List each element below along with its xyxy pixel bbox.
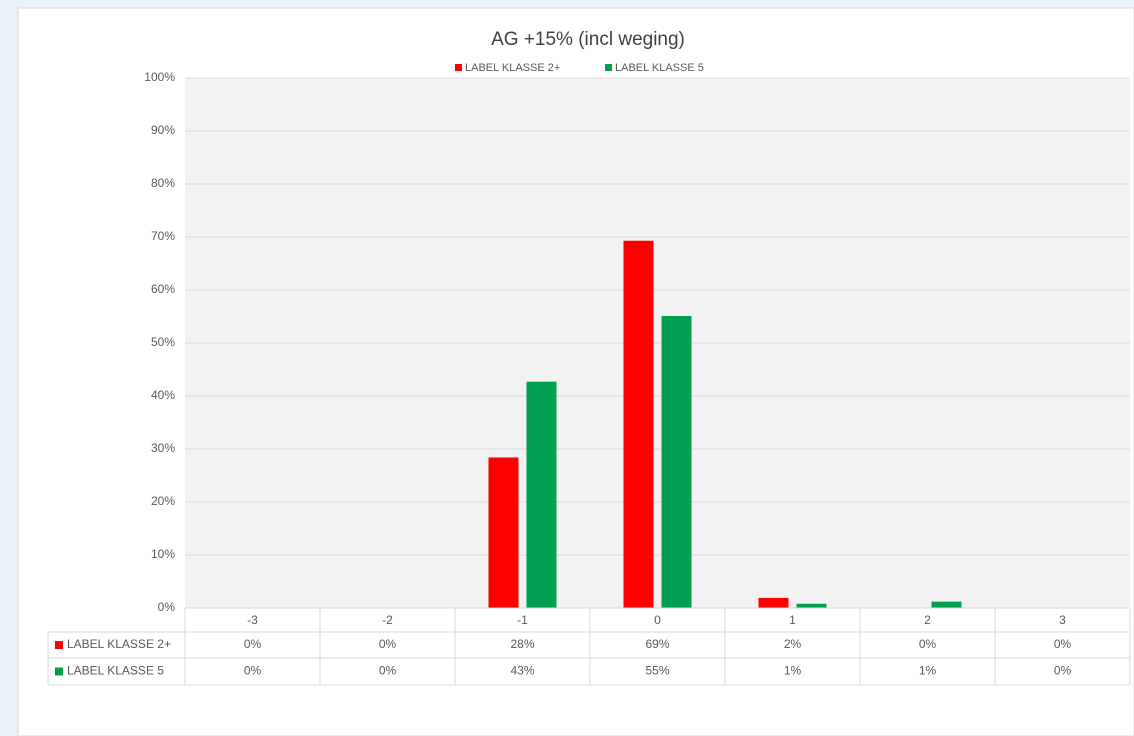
table-value: 0% [1054, 637, 1072, 651]
bar [488, 457, 519, 608]
x-tick-label: 2 [924, 613, 931, 627]
x-tick-label: 3 [1059, 613, 1066, 627]
table-value: 0% [1054, 664, 1072, 678]
table-value: 0% [244, 664, 262, 678]
table-value: 0% [379, 664, 397, 678]
y-tick-label: 10% [151, 547, 175, 561]
table-row-label: LABEL KLASSE 5 [67, 664, 164, 678]
x-tick-label: -1 [517, 613, 528, 627]
y-tick-label: 100% [144, 70, 175, 84]
x-tick-label: 1 [789, 613, 796, 627]
y-tick-label: 20% [151, 494, 175, 508]
table-value: 0% [379, 637, 397, 651]
table-value: 43% [510, 664, 534, 678]
legend-swatch [605, 64, 612, 71]
x-tick-label: -3 [247, 613, 258, 627]
table-value: 69% [645, 637, 669, 651]
bar [661, 315, 692, 608]
y-tick-label: 80% [151, 176, 175, 190]
table-value: 1% [919, 664, 937, 678]
legend-label: LABEL KLASSE 2+ [465, 62, 560, 74]
y-tick-label: 0% [158, 600, 176, 614]
y-tick-label: 70% [151, 229, 175, 243]
table-value: 55% [645, 664, 669, 678]
bar [758, 597, 789, 608]
table-value: 28% [510, 637, 534, 651]
x-tick-label: 0 [654, 613, 661, 627]
y-tick-label: 30% [151, 441, 175, 455]
table-value: 0% [919, 637, 937, 651]
bar [526, 381, 557, 608]
table-value: 0% [244, 637, 262, 651]
table-swatch [55, 667, 63, 676]
bar [796, 603, 827, 608]
y-tick-label: 60% [151, 282, 175, 296]
table-row-label: LABEL KLASSE 2+ [67, 637, 171, 651]
y-tick-label: 90% [151, 123, 175, 137]
y-tick-label: 40% [151, 388, 175, 402]
legend-label: LABEL KLASSE 5 [615, 62, 704, 74]
y-tick-label: 50% [151, 335, 175, 349]
table-value: 1% [784, 664, 802, 678]
table-value: 2% [784, 637, 802, 651]
bar [623, 240, 654, 608]
table-swatch [55, 641, 63, 649]
x-tick-label: -2 [382, 613, 393, 627]
legend-swatch [455, 64, 462, 71]
chart-title: AG +15% (incl weging) [491, 29, 685, 50]
bar [931, 601, 962, 608]
